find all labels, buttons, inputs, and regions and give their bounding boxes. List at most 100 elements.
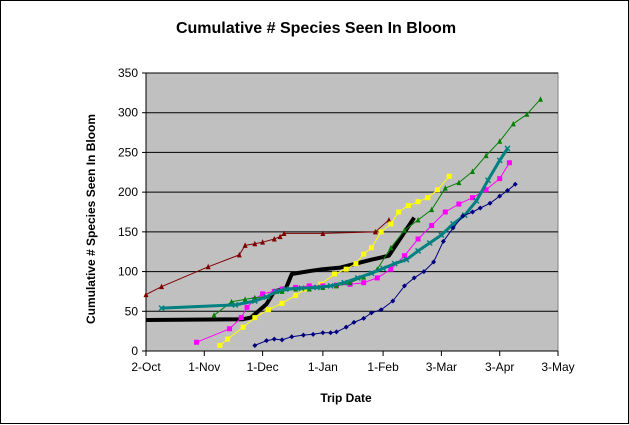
series-3-point (265, 307, 271, 313)
series-3-point (396, 209, 402, 215)
series-3-point (405, 203, 411, 209)
series-7-point (401, 283, 407, 289)
series-4-point (401, 253, 407, 259)
series-6-point (415, 247, 422, 254)
series-6-point (473, 197, 480, 204)
x-tick-label: 1-Nov (188, 360, 220, 374)
series-6-point (426, 239, 433, 247)
series-3-point (361, 251, 367, 257)
series-7-point (252, 342, 258, 348)
series-7-point (450, 225, 456, 231)
series-6-point (273, 288, 280, 295)
y-tick-label: 150 (118, 225, 138, 239)
series-6-point (313, 284, 321, 291)
series-3-point (435, 187, 441, 193)
chart-title: Cumulative # Species Seen In Bloom (176, 20, 456, 37)
series-4-point (469, 195, 475, 201)
series-4-point (306, 283, 312, 289)
series-5-point (388, 244, 394, 251)
series-7-point (333, 329, 339, 335)
series-3-point (353, 261, 359, 267)
y-axis-title: Cumulative # Species Seen In Bloom (84, 114, 98, 324)
series-2-line (145, 216, 416, 322)
series-1-point (277, 233, 283, 240)
series-3-point (332, 271, 338, 277)
series-1-point (242, 242, 248, 248)
series-1-point (372, 228, 378, 235)
series-4-point (260, 291, 266, 297)
series-7 (252, 181, 518, 348)
series-3-point (343, 266, 349, 272)
series-3-point (217, 342, 223, 348)
series-7-point (431, 259, 437, 265)
series-6-point (158, 305, 165, 312)
series-1-point (320, 230, 326, 236)
tick-labels: 0 50 100 150 200 250 300 350 2-Oct 1-Nov 1-Dec 1-Ja… (118, 66, 575, 374)
series-6-point (380, 265, 387, 272)
x-tick-label: 3-May (541, 360, 574, 374)
series-3 (217, 173, 452, 348)
series-7-point (504, 188, 510, 194)
series-4-point (361, 280, 367, 286)
series-6-point (438, 232, 445, 239)
series-4-point (227, 326, 233, 332)
y-tick-label: 100 (118, 265, 138, 279)
series-6-point (263, 293, 270, 301)
series-4-point (429, 223, 435, 229)
series-7-point (328, 330, 334, 336)
series-4-point (456, 201, 462, 207)
series-7-point (497, 193, 503, 199)
series-4-point (442, 209, 448, 215)
series-5-point (538, 96, 544, 102)
series-7-point (411, 275, 417, 281)
series-7-point (320, 330, 326, 336)
y-tick-label: 50 (125, 304, 139, 318)
plot-area (145, 72, 559, 352)
series-7-point (440, 238, 446, 244)
series-6-point (251, 297, 258, 304)
series-3-point (446, 173, 452, 179)
series-7-point (279, 337, 285, 343)
series-7-point (378, 307, 384, 313)
series-1-point (159, 283, 165, 290)
series-6-point (298, 285, 305, 292)
series-7-point (310, 331, 316, 337)
series-6-point (232, 301, 239, 308)
x-axis-title: Trip Date (320, 391, 372, 405)
series-1-point (205, 263, 211, 270)
series-6-point (504, 145, 511, 152)
series-3-point (388, 221, 394, 227)
series-5-point (242, 296, 248, 302)
series-4-point (388, 266, 394, 272)
series-5-point (524, 111, 530, 117)
series-5-point (497, 138, 503, 144)
series-5-point (211, 312, 217, 318)
series-3-line (219, 175, 450, 346)
series-4-point (238, 315, 244, 321)
axes (142, 72, 559, 356)
series-7-point (271, 336, 277, 342)
series-1-point (236, 251, 242, 258)
series-7-point (368, 310, 374, 316)
series-7-point (512, 181, 518, 187)
series-4-point (506, 160, 512, 166)
y-tick-label: 350 (118, 66, 138, 80)
series-1-point (281, 230, 287, 236)
series-5-point (510, 120, 516, 127)
series-7-point (361, 315, 367, 321)
series-6-point (485, 177, 492, 184)
series-1-point (386, 216, 392, 223)
series-1-point (271, 236, 277, 242)
series-3-point (425, 195, 431, 201)
y-tick-label: 300 (118, 106, 138, 120)
series-7-point (487, 200, 493, 206)
series-7-point (289, 334, 295, 340)
series-4-point (483, 187, 489, 193)
y-tick-label: 0 (131, 344, 138, 358)
x-tick-label: 1-Jan (308, 360, 338, 374)
x-tick-label: 3-Mar (426, 360, 457, 374)
x-tick-label: 1-Feb (367, 360, 399, 374)
series-3-point (252, 315, 258, 321)
